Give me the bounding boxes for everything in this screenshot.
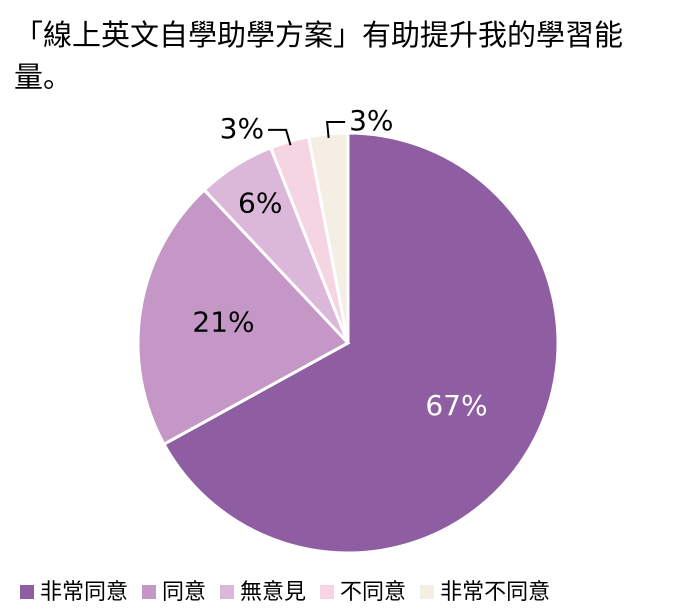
pie-slice [161,131,560,555]
data-label: 3% [349,104,393,137]
data-label: 67% [425,389,487,422]
legend-label: 非常同意 [40,580,128,605]
data-label: 21% [192,305,254,338]
leader-line [326,120,346,139]
legend-swatch [220,585,235,599]
data-label: 6% [238,187,282,220]
data-label: 3% [220,112,264,145]
leader-line [268,128,292,146]
legend-label: 不同意 [340,580,406,605]
legend-swatch [20,585,34,599]
chart-title: 「線上英文自學助學方案」有助提升我的學習能量。 [14,18,624,94]
legend-label: 同意 [162,580,206,605]
legend-swatch [142,585,157,599]
legend-label: 無意見 [240,580,306,605]
pie-slice [136,187,351,447]
legend-swatch [420,585,435,599]
legend-swatch [320,585,335,599]
legend-label: 非常不同意 [440,580,550,605]
